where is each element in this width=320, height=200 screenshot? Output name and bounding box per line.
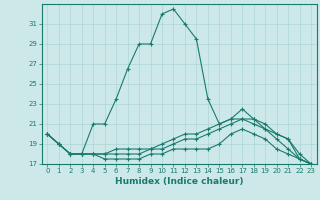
X-axis label: Humidex (Indice chaleur): Humidex (Indice chaleur) bbox=[115, 177, 244, 186]
